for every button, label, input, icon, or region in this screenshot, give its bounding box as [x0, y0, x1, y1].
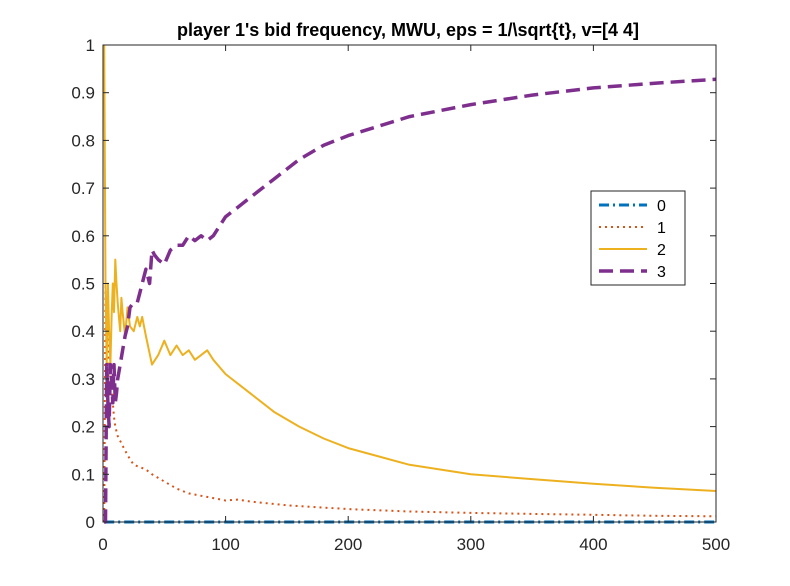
y-tick-label: 0.2 — [71, 418, 95, 437]
series-line-3 — [103, 77, 717, 524]
x-tick-label: 200 — [334, 535, 362, 554]
y-tick-label: 0.8 — [71, 131, 95, 150]
x-tick-label: 100 — [211, 535, 239, 554]
y-tick-label: 0.9 — [71, 84, 95, 103]
legend: 0 1 2 3 — [590, 190, 686, 286]
x-tick-label: 400 — [579, 535, 607, 554]
x-tick-label: 0 — [98, 535, 107, 554]
chart-title: player 1's bid frequency, MWU, eps = 1/\… — [177, 20, 639, 40]
y-tick-label: 0.4 — [71, 322, 95, 341]
x-tick-label: 300 — [457, 535, 485, 554]
y-tick-label: 0.7 — [71, 179, 95, 198]
legend-label: 2 — [657, 242, 666, 259]
y-tick-label: 0 — [86, 513, 95, 532]
x-tick-label: 500 — [702, 535, 730, 554]
legend-label: 3 — [657, 264, 666, 281]
legend-label: 0 — [657, 198, 666, 215]
y-tick-label: 0.5 — [71, 275, 95, 294]
y-tick-label: 0.6 — [71, 227, 95, 246]
y-tick-label: 1 — [86, 36, 95, 55]
legend-label: 1 — [657, 220, 666, 237]
ticks-layer: 0 100 200 300 400 500 0 0.1 0.2 0.3 0.4 0.5 0.6 0.7 0.… — [71, 36, 730, 554]
y-tick-label: 0.1 — [71, 465, 95, 484]
series-line-2 — [103, 44, 717, 492]
y-tick-label: 0.3 — [71, 370, 95, 389]
